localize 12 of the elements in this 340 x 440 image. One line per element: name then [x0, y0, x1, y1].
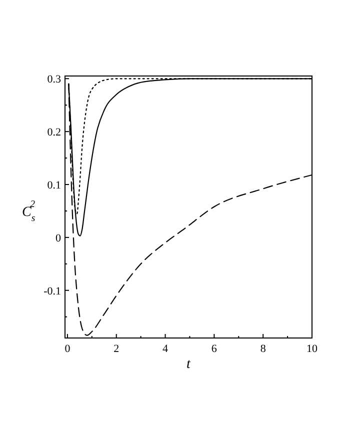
y-tick-label: 0.1	[47, 180, 61, 192]
x-tick-label: 0	[64, 343, 71, 355]
x-tick-label: 4	[162, 343, 169, 355]
x-tick-label: 8	[260, 343, 266, 355]
y-tick-label: 0	[56, 232, 62, 244]
x-tick-label: 10	[306, 343, 318, 355]
x-axis-title: t	[186, 357, 192, 372]
y-tick-label: -0.1	[44, 285, 61, 298]
y-tick-label: 0.3	[47, 74, 62, 86]
x-tick-label: 2	[114, 343, 120, 355]
y-tick-label: 0.2	[47, 126, 61, 139]
x-tick-label: 6	[211, 343, 218, 355]
